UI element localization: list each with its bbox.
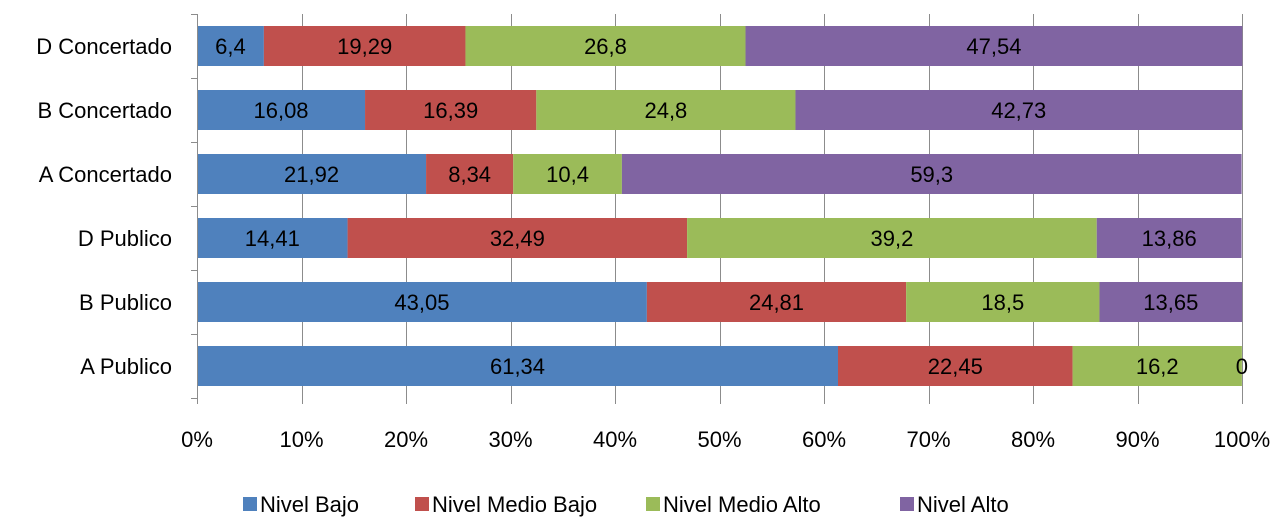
data-label: 24,81 bbox=[749, 290, 804, 315]
data-label: 22,45 bbox=[928, 354, 983, 379]
legend-swatch bbox=[243, 497, 257, 511]
x-tick-label: 100% bbox=[1214, 427, 1270, 452]
data-label: 32,49 bbox=[490, 226, 545, 251]
legend-label: Nivel Alto bbox=[917, 492, 1009, 517]
x-tick-label: 10% bbox=[279, 427, 323, 452]
x-tick-label: 70% bbox=[906, 427, 950, 452]
x-tick-label: 20% bbox=[384, 427, 428, 452]
data-label: 16,39 bbox=[423, 98, 478, 123]
category-label: B Publico bbox=[79, 290, 172, 315]
x-tick-label: 50% bbox=[697, 427, 741, 452]
legend-label: Nivel Medio Alto bbox=[663, 492, 821, 517]
x-tick-label: 0% bbox=[181, 427, 213, 452]
data-label: 0 bbox=[1236, 354, 1248, 379]
data-label: 18,5 bbox=[981, 290, 1024, 315]
x-tick-label: 90% bbox=[1115, 427, 1159, 452]
legend-swatch bbox=[646, 497, 660, 511]
category-label: D Concertado bbox=[36, 34, 172, 59]
data-label: 43,05 bbox=[394, 290, 449, 315]
data-label: 42,73 bbox=[991, 98, 1046, 123]
data-label: 24,8 bbox=[644, 98, 687, 123]
data-label: 61,34 bbox=[490, 354, 545, 379]
x-tick-label: 30% bbox=[488, 427, 532, 452]
data-label: 8,34 bbox=[448, 162, 491, 187]
data-label: 21,92 bbox=[284, 162, 339, 187]
data-label: 13,86 bbox=[1142, 226, 1197, 251]
data-label: 47,54 bbox=[966, 34, 1021, 59]
data-label: 19,29 bbox=[337, 34, 392, 59]
data-label: 10,4 bbox=[546, 162, 589, 187]
category-label: A Publico bbox=[80, 354, 172, 379]
category-label: A Concertado bbox=[39, 162, 172, 187]
category-label: B Concertado bbox=[37, 98, 172, 123]
data-label: 26,8 bbox=[584, 34, 627, 59]
data-label: 6,4 bbox=[215, 34, 246, 59]
data-label: 59,3 bbox=[910, 162, 953, 187]
x-tick-label: 80% bbox=[1011, 427, 1055, 452]
legend-label: Nivel Medio Bajo bbox=[432, 492, 597, 517]
legend-swatch bbox=[415, 497, 429, 511]
x-tick-label: 60% bbox=[802, 427, 846, 452]
legend-swatch bbox=[900, 497, 914, 511]
data-label: 16,08 bbox=[253, 98, 308, 123]
legend-label: Nivel Bajo bbox=[260, 492, 359, 517]
data-label: 13,65 bbox=[1143, 290, 1198, 315]
category-label: D Publico bbox=[78, 226, 172, 251]
data-label: 14,41 bbox=[245, 226, 300, 251]
data-label: 39,2 bbox=[871, 226, 914, 251]
x-tick-label: 40% bbox=[593, 427, 637, 452]
data-label: 16,2 bbox=[1136, 354, 1179, 379]
